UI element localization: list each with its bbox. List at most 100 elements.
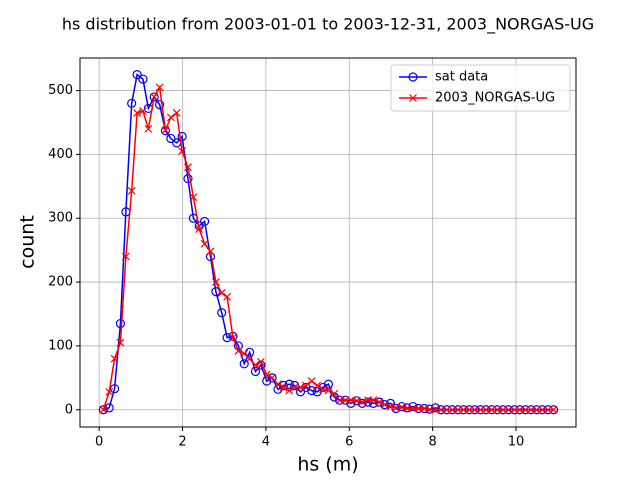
point xyxy=(155,83,164,92)
x-tick-label: 4 xyxy=(262,435,270,450)
point xyxy=(234,347,243,355)
point xyxy=(110,354,119,363)
x-axis-label: hs (m) xyxy=(297,454,358,476)
point xyxy=(217,289,226,297)
point xyxy=(223,292,232,301)
point xyxy=(274,380,282,389)
point xyxy=(538,405,547,414)
point xyxy=(262,376,272,386)
point xyxy=(335,396,344,405)
point xyxy=(504,405,513,414)
x-tick-label: 8 xyxy=(428,435,436,450)
point xyxy=(109,384,120,394)
point xyxy=(98,405,108,415)
point xyxy=(437,405,445,414)
point xyxy=(166,133,176,144)
point xyxy=(144,124,153,133)
point xyxy=(285,386,294,395)
point xyxy=(222,333,232,343)
point xyxy=(279,383,288,392)
point xyxy=(217,308,227,318)
point xyxy=(133,108,142,117)
point xyxy=(448,405,457,414)
point xyxy=(155,100,165,110)
point xyxy=(357,398,367,408)
point xyxy=(369,396,378,405)
point xyxy=(239,359,249,369)
y-tick-label: 500 xyxy=(48,83,73,98)
point xyxy=(358,398,367,407)
point xyxy=(139,107,147,115)
point xyxy=(268,373,277,382)
point xyxy=(161,126,170,135)
x-tick-label: 2 xyxy=(178,435,186,450)
point xyxy=(324,386,333,395)
point xyxy=(184,163,192,172)
point xyxy=(515,405,524,414)
point xyxy=(229,333,237,342)
x-tick-label: 10 xyxy=(508,435,525,450)
point xyxy=(127,98,137,108)
point xyxy=(414,404,423,413)
point xyxy=(115,318,126,329)
point xyxy=(493,405,502,414)
point xyxy=(172,108,181,117)
point xyxy=(121,252,130,261)
legend-marker xyxy=(409,94,417,102)
point xyxy=(200,216,210,227)
point xyxy=(132,69,142,80)
point xyxy=(380,400,389,409)
series-line xyxy=(103,73,554,411)
y-tick-label: 200 xyxy=(48,275,73,290)
point xyxy=(189,193,198,202)
point xyxy=(482,405,490,414)
point xyxy=(375,398,384,407)
point xyxy=(290,383,299,392)
x-tick-label: 0 xyxy=(95,435,103,450)
x-tick-label: 6 xyxy=(345,435,353,450)
chart-title: hs distribution from 2003-01-01 to 2003-… xyxy=(62,15,594,35)
point xyxy=(323,379,334,389)
point xyxy=(459,405,468,414)
legend-label: sat data xyxy=(435,70,488,85)
point xyxy=(470,405,479,414)
point xyxy=(195,225,204,234)
point xyxy=(206,247,215,256)
point xyxy=(105,387,114,396)
point xyxy=(307,377,316,385)
y-axis-label: count xyxy=(17,215,39,269)
point xyxy=(116,338,125,347)
point xyxy=(256,357,265,366)
point xyxy=(250,366,261,377)
point xyxy=(425,405,434,414)
point xyxy=(284,379,294,389)
point xyxy=(307,386,317,396)
legend-box xyxy=(390,64,571,112)
point xyxy=(150,93,159,101)
axes-frame xyxy=(79,57,577,428)
point xyxy=(177,131,187,142)
point xyxy=(183,174,193,184)
point xyxy=(267,373,277,383)
point xyxy=(251,361,260,369)
point xyxy=(166,113,175,122)
point xyxy=(313,381,322,390)
point xyxy=(262,370,271,379)
point xyxy=(549,405,558,414)
point xyxy=(301,381,310,390)
point xyxy=(245,354,254,363)
point xyxy=(127,186,136,195)
point xyxy=(99,405,108,414)
y-tick-label: 400 xyxy=(48,147,73,162)
point xyxy=(403,404,412,413)
point xyxy=(138,74,148,84)
point xyxy=(330,389,339,398)
point xyxy=(200,239,209,248)
series-line xyxy=(102,85,554,411)
y-tick-label: 100 xyxy=(48,338,73,353)
y-tick-label: 300 xyxy=(48,211,73,226)
legend-label: 2003_NORGAS-UG xyxy=(435,91,555,106)
point xyxy=(527,405,535,414)
legend-marker xyxy=(408,72,418,82)
